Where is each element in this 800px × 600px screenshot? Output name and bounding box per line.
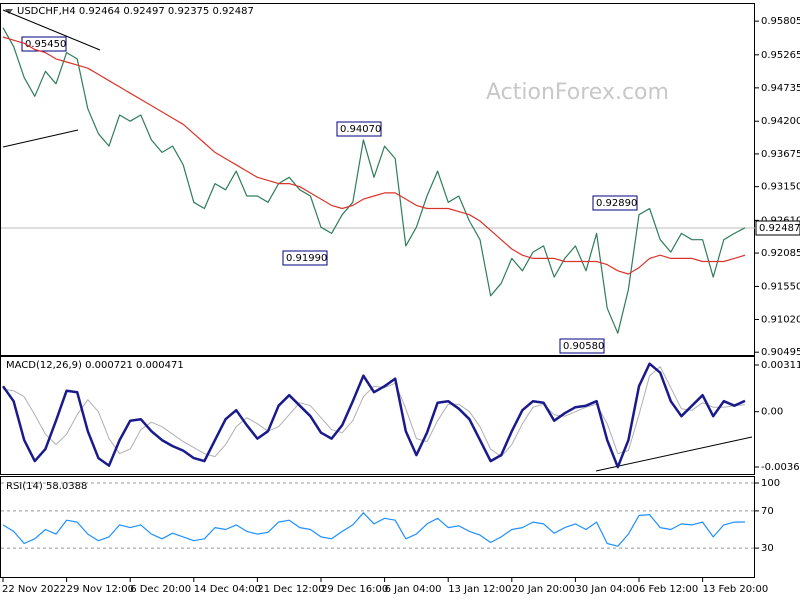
price-panel: [0, 3, 755, 356]
annotation: 0.92890: [596, 198, 637, 209]
x-tick-label: 6 Feb 12:00: [639, 584, 698, 595]
annotation-box: [559, 338, 605, 354]
macd-panel: [0, 356, 755, 475]
x-tick-label: 29 Dec 16:00: [321, 584, 388, 595]
x-tick-label: 14 Dec 04:00: [194, 584, 261, 595]
annotation-box: [336, 121, 382, 137]
x-tick-label: 30 Jan 04:00: [575, 584, 638, 595]
annotation: 0.91990: [286, 253, 327, 264]
y-tick-label: 0.94200: [761, 116, 800, 127]
y-tick-label: 70: [761, 506, 774, 517]
rsi-panel: [0, 476, 755, 578]
x-tick-label: 13 Feb 20:00: [703, 584, 769, 595]
series-line: [2, 27, 746, 334]
y-tick-label: 0.90495: [761, 347, 800, 358]
annotation: 0.94070: [340, 124, 381, 135]
collapse-icon: [5, 9, 13, 14]
y-tick-label: 0.93675: [761, 149, 800, 160]
trendline: [2, 129, 79, 148]
watermark: ActionForex.com: [486, 80, 669, 105]
x-tick-label: 29 Nov 12:00: [67, 584, 134, 595]
x-tick-label: 13 Jan 12:00: [448, 584, 511, 595]
series-line: [2, 36, 746, 275]
y-tick-label: 0.003117: [761, 360, 800, 371]
y-tick-label: 0.91020: [761, 314, 800, 325]
annotation-box: [592, 195, 638, 211]
annotation: 0.95450: [25, 39, 66, 50]
annotation-box: [21, 36, 67, 52]
rsi-title: RSI(14) 58.0388: [6, 481, 87, 492]
x-tick-label: 6 Jan 04:00: [385, 584, 442, 595]
trendline: [2, 9, 101, 51]
y-tick-label: 0.93150: [761, 182, 800, 193]
last-price-box: [755, 220, 800, 236]
x-tick-label: 20 Jan 20:00: [512, 584, 575, 595]
x-tick-label: 6 Dec 20:00: [130, 584, 191, 595]
y-tick-label: 0.95805: [761, 16, 800, 27]
x-tick-label: 21 Dec 12:00: [257, 584, 324, 595]
last-price-label: 0.92487: [759, 223, 800, 234]
annotation-box: [282, 250, 328, 266]
y-tick-label: 0.94735: [761, 83, 800, 94]
y-tick-label: 0.91550: [761, 281, 800, 292]
y-tick-label: 0.92085: [761, 248, 800, 259]
y-tick-label: -0.003693: [761, 462, 800, 473]
y-tick-label: 0.95265: [761, 50, 800, 61]
x-tick-label: 22 Nov 2022: [2, 584, 66, 595]
y-tick-label: 100: [761, 478, 780, 489]
price-title: USDCHF,H4 0.92464 0.92497 0.92375 0.9248…: [17, 6, 254, 17]
y-tick-label: 0.00: [761, 407, 783, 418]
series-line: [2, 366, 746, 458]
macd-title: MACD(12,26,9) 0.000721 0.000471: [6, 360, 184, 371]
trendline: [595, 436, 753, 472]
series-line: [1, 362, 746, 469]
series-line: [2, 512, 746, 547]
y-tick-label: 30: [761, 543, 774, 554]
annotation: 0.90580: [563, 341, 604, 352]
